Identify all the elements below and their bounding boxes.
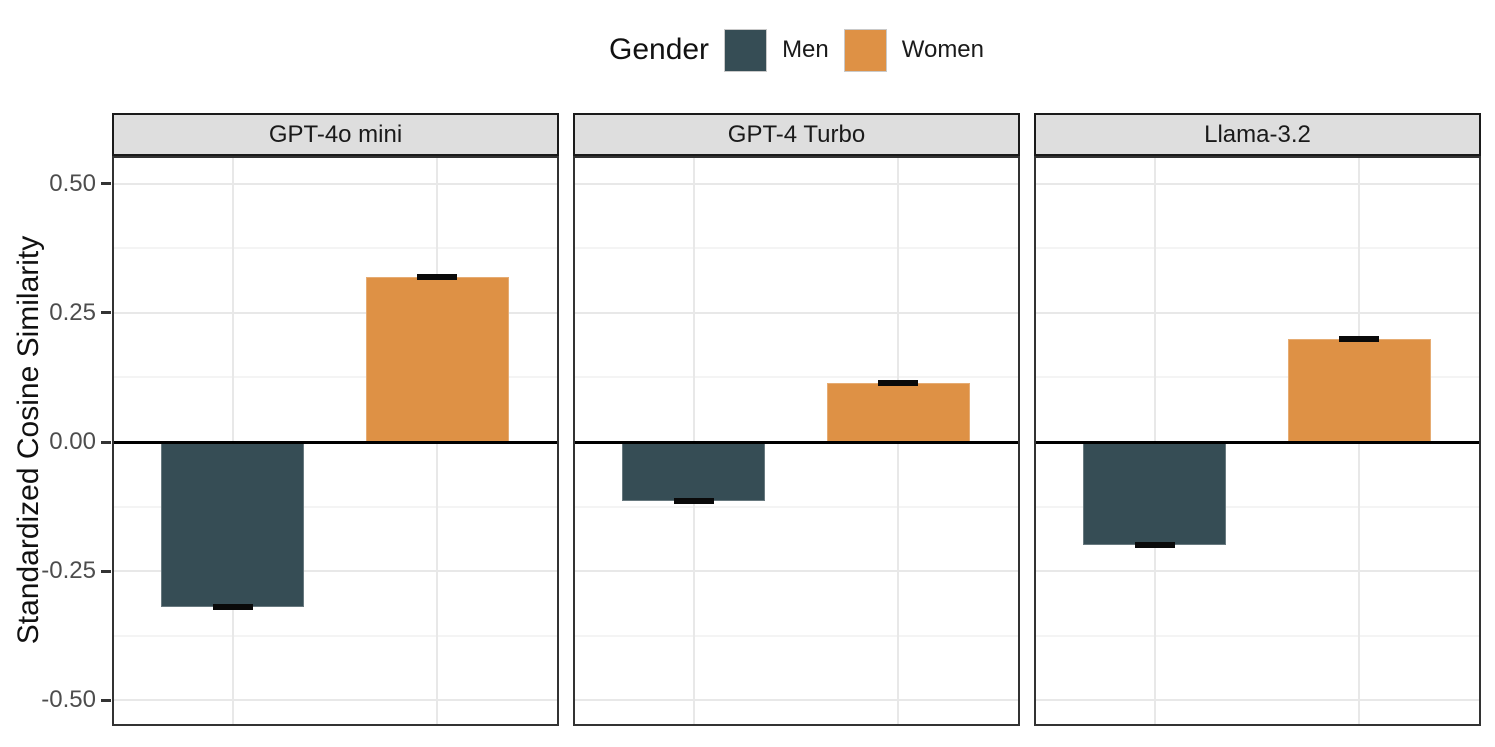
error-bar	[1339, 335, 1380, 342]
legend-title: Gender	[608, 33, 710, 66]
facet-strip-label: GPT-4 Turbo	[727, 120, 866, 148]
gridline-minor	[1034, 376, 1481, 379]
facet-strip: GPT-4 Turbo	[573, 113, 1020, 156]
error-bar	[212, 604, 253, 611]
gridline-major	[112, 570, 559, 573]
bar-men	[161, 442, 305, 608]
error-bar	[673, 498, 714, 505]
gridline-minor	[1034, 247, 1481, 250]
y-tick-mark	[101, 569, 111, 573]
y-tick-mark	[101, 698, 111, 702]
gridline-major	[112, 311, 559, 314]
gridline-major	[573, 570, 1020, 573]
facet-panel	[573, 156, 1020, 726]
gridline-major	[573, 699, 1020, 702]
facet-strip-label: GPT-4o mini	[268, 120, 403, 148]
gridline-minor	[573, 505, 1020, 508]
bar-men	[1083, 442, 1227, 546]
y-tick-mark	[101, 182, 111, 186]
legend-item-men: Men	[724, 28, 829, 72]
gridline-major	[573, 182, 1020, 185]
gridline-minor	[112, 247, 559, 250]
facet-panel	[112, 156, 559, 726]
legend: Gender Men Women	[112, 26, 1481, 74]
gridline-minor	[573, 376, 1020, 379]
error-bar	[1134, 542, 1175, 549]
y-tick-label: 0.00	[49, 428, 96, 456]
bar-women	[826, 382, 970, 443]
legend-label-women: Women	[901, 36, 985, 63]
gridline-major	[1034, 570, 1481, 573]
facet-strip: Llama-3.2	[1034, 113, 1481, 156]
y-tick-mark	[101, 440, 111, 444]
facet-panel	[1034, 156, 1481, 726]
y-tick-label: -0.50	[41, 686, 96, 714]
zero-line	[1034, 440, 1481, 444]
bar-women	[1287, 338, 1431, 443]
gridline-minor	[573, 247, 1020, 250]
legend-item-women: Women	[843, 28, 985, 72]
legend-label-men: Men	[782, 36, 829, 63]
error-bar	[417, 273, 458, 280]
y-tick-mark	[101, 311, 111, 315]
y-tick-label: -0.25	[41, 557, 96, 585]
y-tick-label: 0.25	[49, 298, 96, 326]
men-color-swatch	[724, 28, 768, 72]
women-color-swatch	[843, 28, 887, 72]
zero-line	[573, 440, 1020, 444]
bar-women	[365, 276, 509, 443]
y-tick-label: 0.50	[49, 169, 96, 197]
bar-men	[622, 442, 766, 502]
error-bar	[878, 379, 919, 386]
gridline-minor	[112, 505, 559, 508]
zero-line	[112, 440, 559, 444]
gridline-major	[573, 311, 1020, 314]
gridline-minor	[112, 376, 559, 379]
gridline-minor	[1034, 505, 1481, 508]
gridline-minor	[112, 634, 559, 637]
gridline-major	[112, 699, 559, 702]
gridline-minor	[1034, 634, 1481, 637]
gridline-major	[1034, 699, 1481, 702]
gridline-major	[1034, 311, 1481, 314]
facet-strip-label: Llama-3.2	[1204, 120, 1311, 148]
gridline-major	[112, 182, 559, 185]
gridline-major	[1034, 182, 1481, 185]
facet-strip: GPT-4o mini	[112, 113, 559, 156]
gridline-minor	[573, 634, 1020, 637]
